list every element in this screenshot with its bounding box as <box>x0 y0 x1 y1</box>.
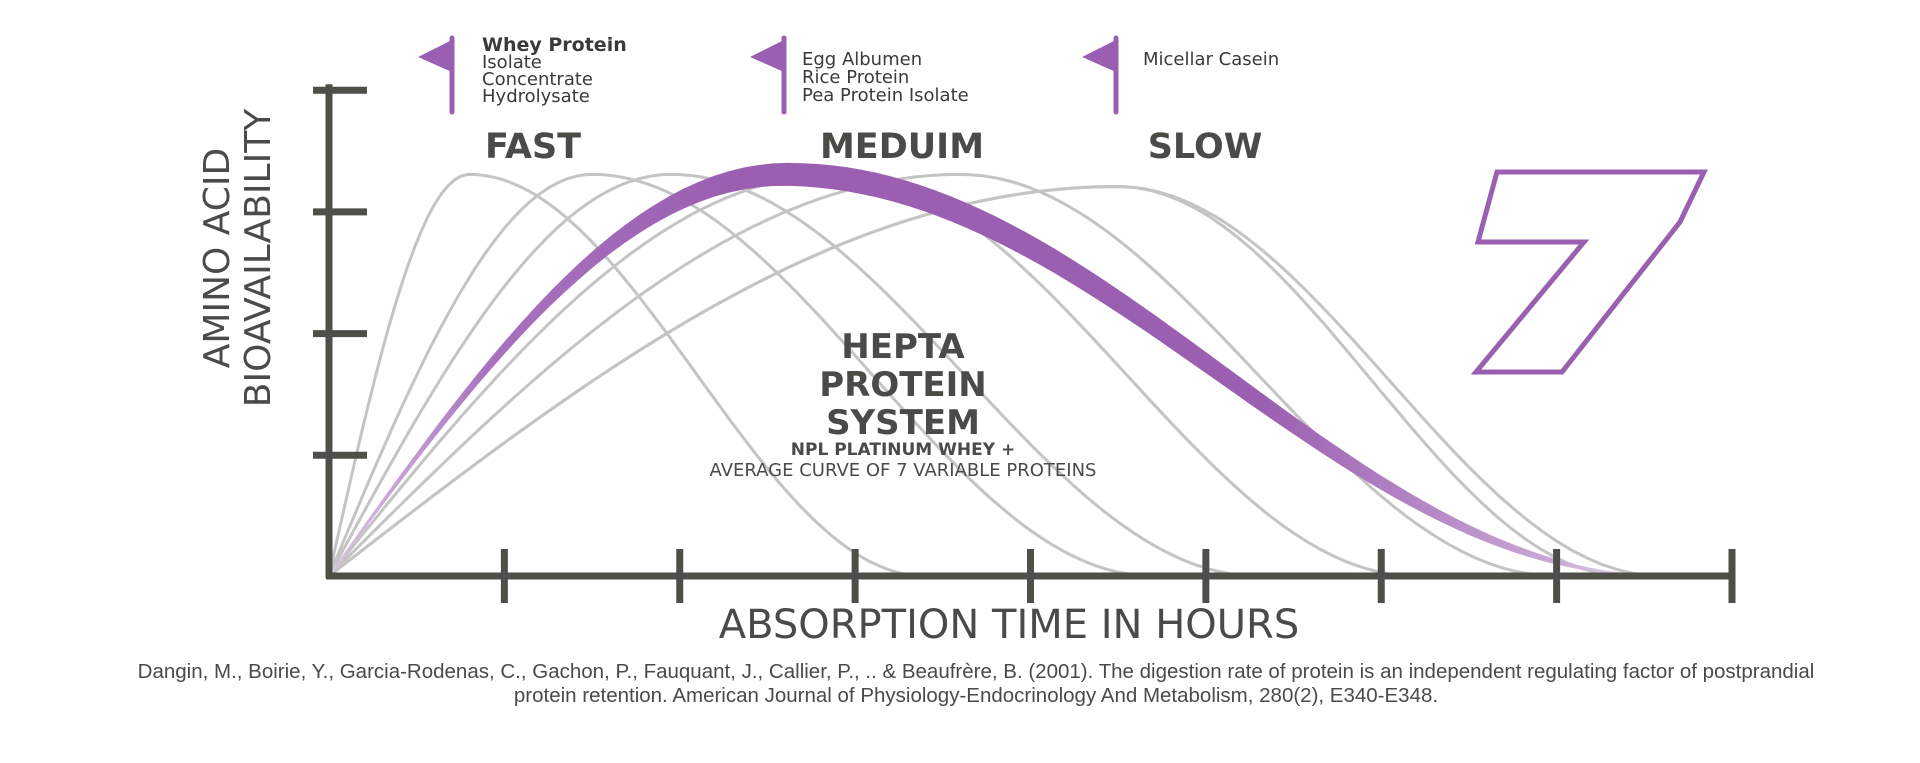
flag-slow-icon <box>1082 35 1119 115</box>
speed-label-medium: MEDUIM <box>820 127 984 167</box>
y-axis-label-line2: BIOAVAILABILITY <box>238 108 279 407</box>
flag-pennant <box>750 40 784 72</box>
axes <box>313 84 1736 603</box>
legend-flags <box>418 35 1119 115</box>
flag-pennant <box>418 40 452 72</box>
legend-item-hydrolysate: Hydrolysate <box>482 86 590 107</box>
y-axis-label: AMINO ACID BIOAVAILABILITY <box>197 108 279 407</box>
legend-item-pea-protein: Pea Protein Isolate <box>802 85 969 106</box>
legend-item-rice-protein: Rice Protein <box>802 67 909 88</box>
center-subtitle-line1: NPL PLATINUM WHEY + <box>791 440 1015 460</box>
y-axis-label-line1: AMINO ACID <box>197 148 238 368</box>
protein-curve-2 <box>327 172 1154 578</box>
protein-curve-3 <box>327 172 1259 578</box>
flag-fast-icon <box>418 35 455 115</box>
legend-item-isolate: Isolate <box>482 52 542 73</box>
legend-group-fast: Whey Protein Isolate Concentrate Hydroly… <box>482 34 627 107</box>
protein-curve-1 <box>327 172 926 578</box>
citation-line2: protein retention. American Journal of P… <box>514 684 1438 707</box>
citation-line1: Dangin, M., Boirie, Y., Garcia-Rodenas, … <box>138 660 1815 683</box>
protein-curve-7 <box>328 185 1662 578</box>
x-axis-label: ABSORPTION TIME IN HOURS <box>719 602 1299 648</box>
seven-logo <box>1470 169 1708 375</box>
protein-curves <box>327 172 1662 578</box>
speed-label-fast: FAST <box>485 127 581 167</box>
flag-medium-icon <box>750 35 787 115</box>
legend-item-egg-albumen: Egg Albumen <box>802 49 922 70</box>
legend-item-micellar-casein: Micellar Casein <box>1143 49 1279 70</box>
hepta-curve-group <box>329 162 1662 578</box>
legend-title-whey: Whey Protein <box>482 34 627 56</box>
speed-label-slow: SLOW <box>1148 127 1263 167</box>
center-title-line2: PROTEIN <box>819 365 987 405</box>
flag-pennant <box>1082 40 1116 72</box>
legend-group-slow: Micellar Casein <box>1143 49 1279 70</box>
center-title: HEPTA PROTEIN SYSTEM NPL PLATINUM WHEY +… <box>710 327 1097 481</box>
legend-item-concentrate: Concentrate <box>482 69 593 90</box>
seven-logo-shape <box>1470 169 1708 375</box>
center-title-line3: SYSTEM <box>826 403 980 443</box>
citation: Dangin, M., Boirie, Y., Garcia-Rodenas, … <box>138 660 1815 707</box>
hepta-protein-curve <box>329 162 1662 578</box>
center-title-line1: HEPTA <box>841 327 965 367</box>
center-subtitle-line2: AVERAGE CURVE OF 7 VARIABLE PROTEINS <box>710 460 1097 481</box>
legend-group-medium: Egg Albumen Rice Protein Pea Protein Iso… <box>802 49 969 106</box>
